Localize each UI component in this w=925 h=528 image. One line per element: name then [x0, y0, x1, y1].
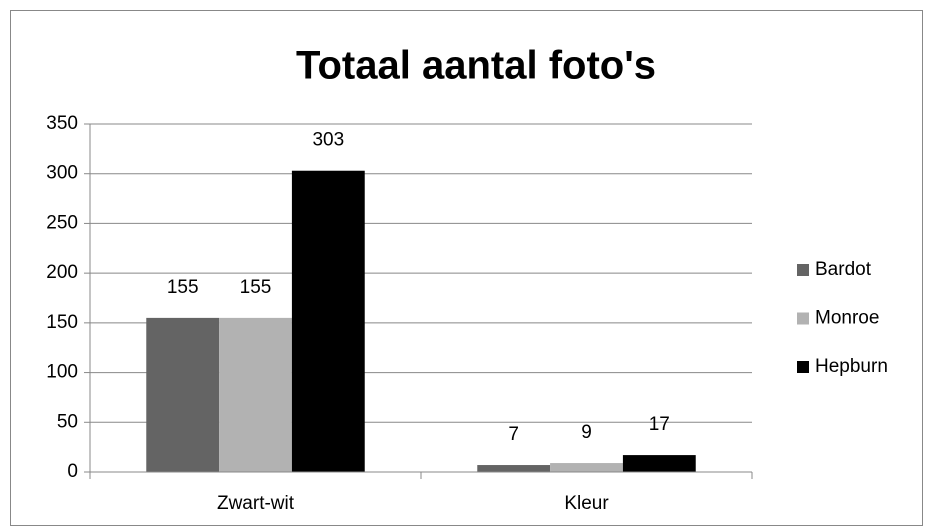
bar: [550, 463, 623, 472]
bar: [291, 170, 365, 472]
data-label: 155: [167, 277, 199, 298]
data-label: 7: [508, 424, 519, 445]
legend-label: Hepburn: [815, 356, 888, 377]
y-tick-label: 300: [46, 163, 78, 184]
data-label: 17: [649, 414, 670, 435]
y-tick-label: 100: [46, 362, 78, 383]
bar: [477, 465, 551, 472]
y-tick-label: 50: [57, 411, 78, 432]
data-label: 155: [240, 277, 272, 298]
y-tick-label: 0: [67, 461, 78, 482]
y-tick-label: 200: [46, 262, 78, 283]
legend-swatch: [797, 312, 809, 325]
legend-label: Monroe: [815, 308, 879, 329]
bar: [146, 317, 220, 472]
y-tick-label: 250: [46, 212, 78, 233]
bar: [622, 455, 696, 472]
data-label: 303: [312, 130, 344, 151]
bar: [219, 317, 292, 472]
legend-swatch: [797, 361, 809, 373]
x-tick-label: Zwart-wit: [217, 493, 295, 514]
x-tick-label: Kleur: [564, 493, 609, 514]
y-tick-label: 350: [46, 113, 78, 134]
legend-label: Bardot: [815, 259, 872, 280]
y-tick-label: 150: [46, 312, 78, 333]
legend-swatch: [797, 264, 809, 276]
chart-title: Totaal aantal foto's: [296, 44, 656, 88]
data-label: 9: [581, 422, 592, 443]
